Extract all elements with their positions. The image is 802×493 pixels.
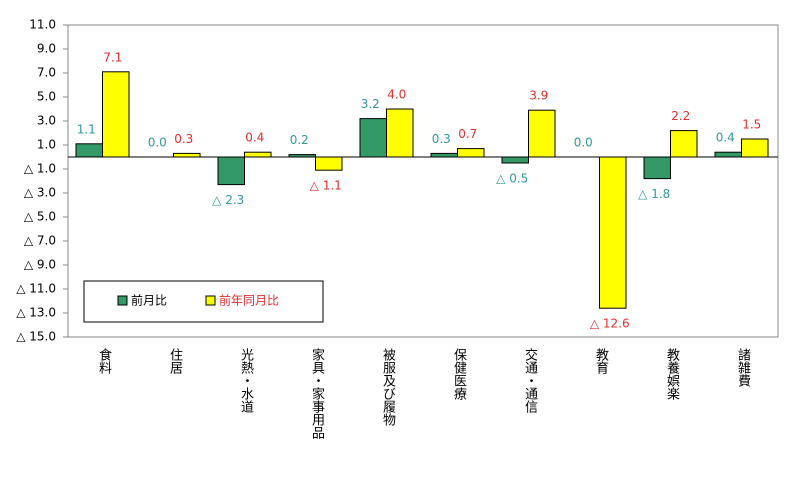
data-label: 0.0 (148, 136, 167, 150)
x-tick-label: 教養娯楽 (664, 347, 680, 400)
data-label: 0.4 (245, 131, 264, 145)
data-label: △ 1.8 (638, 187, 670, 201)
x-tick-label: 住居 (167, 348, 183, 374)
data-label: 0.2 (290, 133, 309, 147)
bar (430, 152, 458, 158)
data-label: △ 12.6 (590, 317, 630, 331)
bar (288, 154, 316, 158)
data-label: 2.2 (671, 109, 690, 123)
bar (315, 156, 343, 171)
data-label: 3.2 (361, 97, 380, 111)
legend-label: 前月比 (131, 293, 167, 308)
bar (670, 130, 698, 158)
y-tick-label: 7.0 (37, 66, 56, 80)
x-tick-label: 家具・家事用品 (309, 347, 325, 439)
y-tick-label: 9.0 (37, 42, 56, 56)
legend-label: 前年同月比 (219, 293, 279, 308)
data-label: 7.1 (103, 50, 122, 64)
bar (741, 138, 769, 158)
x-tick-label: 被服及び履物 (380, 348, 396, 427)
bar (457, 148, 485, 158)
data-label: 0.7 (458, 127, 477, 141)
bar (386, 108, 414, 158)
y-tick-label: △ 11.0 (16, 282, 56, 296)
bar (244, 151, 272, 158)
y-tick-label: 11.0 (29, 18, 56, 32)
y-tick-label: 3.0 (37, 114, 56, 128)
bar (501, 156, 529, 164)
data-label: 1.5 (742, 118, 761, 132)
bar (714, 151, 742, 158)
bar (359, 118, 387, 158)
plot-area (67, 24, 779, 338)
data-label: 4.0 (387, 88, 406, 102)
legend-swatch (205, 295, 216, 306)
x-tick-label: 諸雑費 (735, 347, 751, 387)
data-label: △ 0.5 (496, 172, 528, 186)
y-tick-label: △ 15.0 (16, 330, 56, 344)
legend-swatch (117, 295, 128, 306)
bar (528, 109, 556, 158)
bar (102, 71, 130, 158)
x-tick-label: 保健医療 (451, 348, 467, 400)
bar (173, 152, 201, 158)
x-tick-label: 光熱・水道 (238, 348, 254, 413)
y-tick-label: △ 3.0 (24, 186, 56, 200)
y-tick-label: 1.0 (37, 138, 56, 152)
y-tick-label: △ 5.0 (24, 210, 56, 224)
x-tick-label: 教育 (593, 347, 609, 375)
y-tick-label: △ 9.0 (24, 258, 56, 272)
x-tick-label: 交通・通信 (522, 347, 538, 413)
bar (217, 156, 245, 186)
x-tick-label: 食料 (96, 347, 112, 374)
data-label: 0.3 (432, 132, 451, 146)
data-label: △ 1.1 (310, 179, 342, 193)
y-tick-label: △ 1.0 (24, 162, 56, 176)
bar (599, 156, 627, 309)
data-label: △ 2.3 (212, 193, 244, 207)
y-tick-label: 5.0 (37, 90, 56, 104)
data-label: 0.4 (716, 131, 735, 145)
y-tick-label: △ 7.0 (24, 234, 56, 248)
data-label: 0.0 (574, 136, 593, 150)
bar (643, 156, 671, 180)
data-label: 0.3 (174, 132, 193, 146)
bar (75, 143, 103, 158)
data-label: 1.1 (77, 122, 96, 136)
data-label: 3.9 (529, 89, 548, 103)
y-tick-label: △ 13.0 (16, 306, 56, 320)
